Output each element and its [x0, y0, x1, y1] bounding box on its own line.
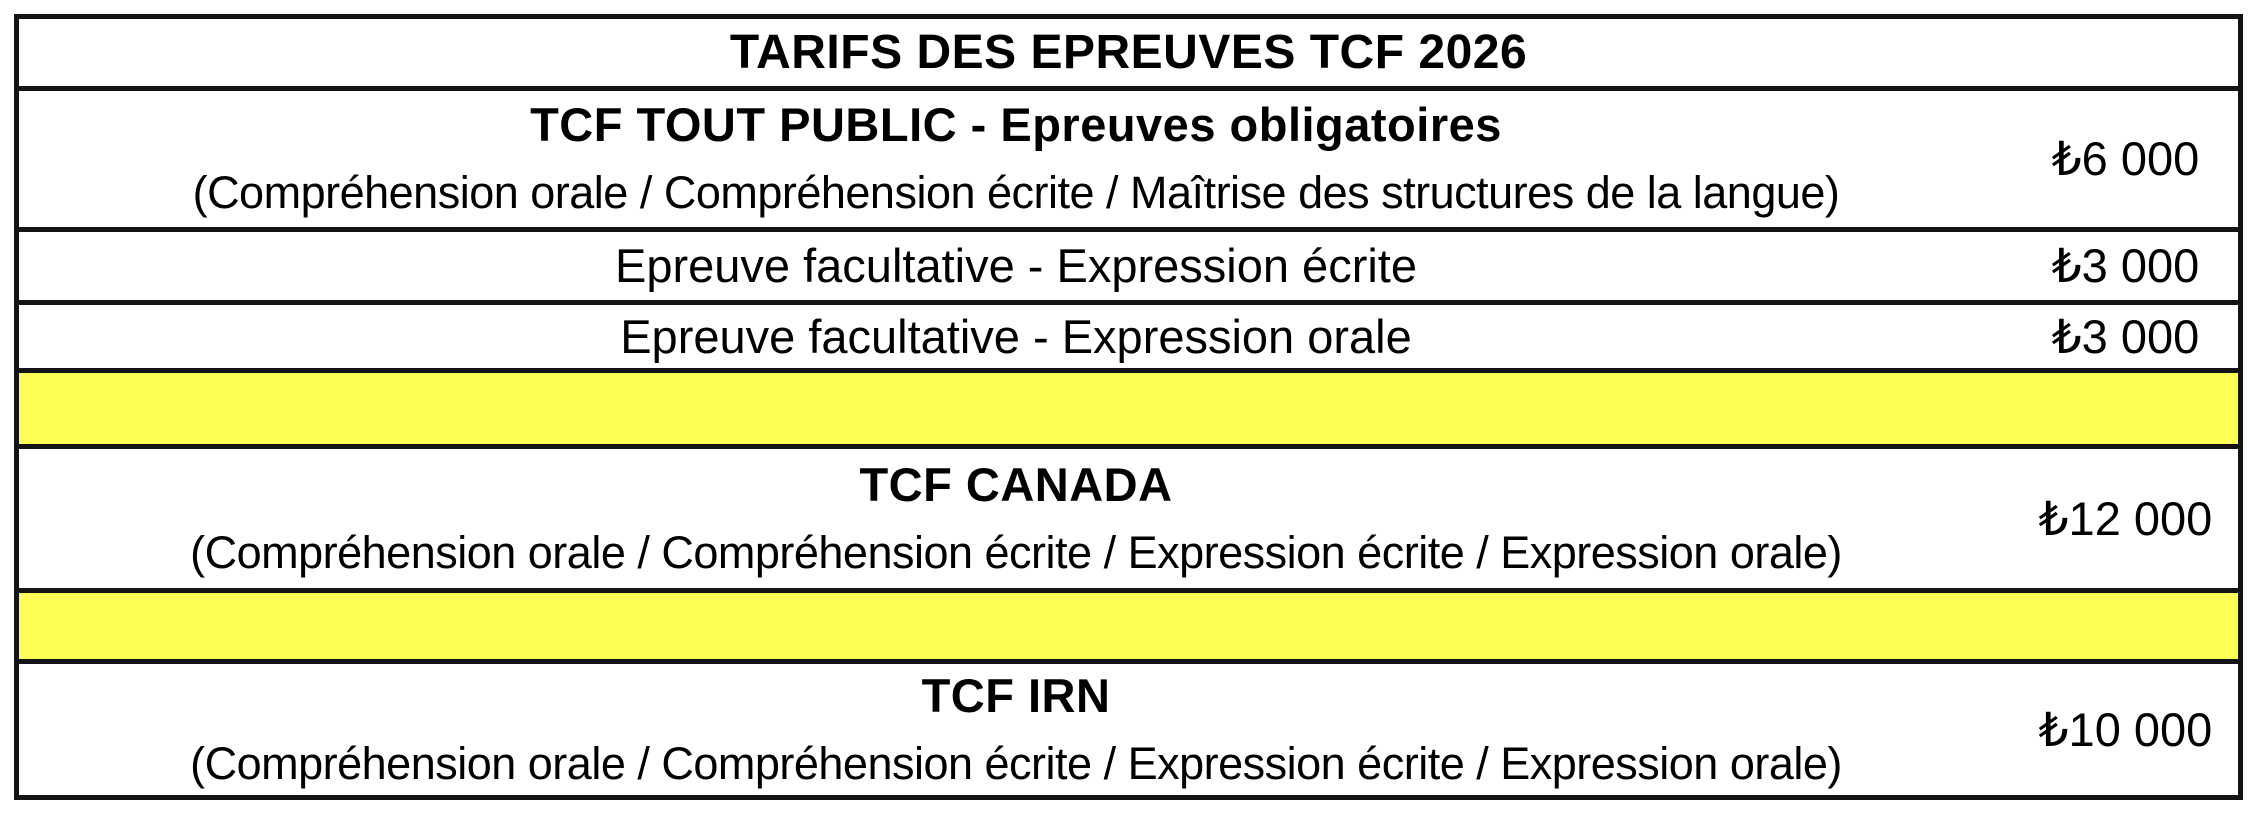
row-detail: (Compréhension orale / Compréhension écr…	[190, 526, 1842, 578]
description-cell: TCF IRN (Compréhension orale / Compréhen…	[19, 664, 2013, 795]
row-name: TCF TOUT PUBLIC - Epreuves obligatoires	[530, 98, 1502, 151]
description-cell: TCF TOUT PUBLIC - Epreuves obligatoires …	[19, 91, 2013, 227]
row-name: Epreuve facultative - Expression écrite	[615, 239, 1417, 292]
price-cell: ₺3 000	[2051, 239, 2200, 292]
row-detail: (Compréhension orale / Compréhension écr…	[192, 167, 1840, 218]
row-name: Epreuve facultative - Expression orale	[620, 309, 1412, 363]
table-row-facultative-orale: Epreuve facultative - Expression orale ₺…	[19, 305, 2238, 373]
table-row-title: TARIFS DES EPREUVES TCF 2026	[19, 19, 2238, 91]
highlight-spacer-row	[19, 593, 2238, 664]
table-row-tcf-irn: TCF IRN (Compréhension orale / Compréhen…	[19, 664, 2238, 795]
description-cell: Epreuve facultative - Expression écrite	[19, 232, 2013, 300]
page-title: TARIFS DES EPREUVES TCF 2026	[729, 26, 1528, 79]
description-cell: Epreuve facultative - Expression orale	[19, 305, 2013, 368]
table-row-tcf-canada: TCF CANADA (Compréhension orale / Compré…	[19, 449, 2238, 593]
row-name: TCF CANADA	[859, 457, 1173, 511]
table-row-facultative-ecrite: Epreuve facultative - Expression écrite …	[19, 232, 2238, 305]
price-cell: ₺3 000	[2051, 309, 2200, 363]
tariff-table: TARIFS DES EPREUVES TCF 2026 TCF TOUT PU…	[14, 14, 2243, 800]
title-cell: TARIFS DES EPREUVES TCF 2026	[19, 19, 2238, 86]
row-name: TCF IRN	[921, 668, 1111, 722]
highlight-spacer-row	[19, 373, 2238, 449]
table-row-tcf-tout-public: TCF TOUT PUBLIC - Epreuves obligatoires …	[19, 91, 2238, 232]
price-cell: ₺12 000	[2038, 491, 2213, 545]
description-cell: TCF CANADA (Compréhension orale / Compré…	[19, 449, 2013, 588]
row-detail: (Compréhension orale / Compréhension écr…	[190, 737, 1842, 789]
price-cell: ₺10 000	[2038, 702, 2213, 756]
price-cell: ₺6 000	[2051, 132, 2200, 185]
